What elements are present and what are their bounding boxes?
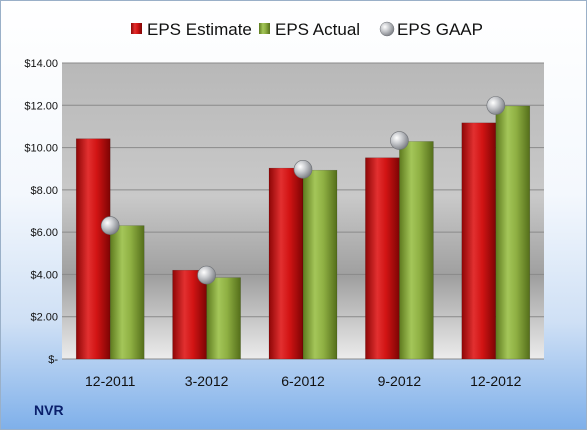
y-tick-label: $10.00: [24, 143, 58, 155]
y-tick-label: $2.00: [30, 312, 58, 324]
legend-label: EPS Actual: [275, 20, 360, 39]
eps-actual-bar: [495, 105, 531, 360]
y-tick-label: $8.00: [30, 185, 58, 197]
eps-gaap-marker: [293, 160, 313, 179]
legend-label: EPS GAAP: [397, 20, 483, 39]
y-tick-label: $14.00: [24, 58, 58, 70]
legend-label: EPS Estimate: [147, 20, 252, 39]
eps-estimate-bar: [365, 157, 400, 360]
eps-actual-bar: [399, 141, 434, 360]
x-tick-label: 3-2012: [185, 373, 229, 389]
eps-gaap-marker: [197, 265, 216, 285]
x-tick-label: 9-2012: [378, 373, 422, 389]
eps-actual-bar: [109, 225, 145, 360]
eps-estimate-bar: [461, 122, 497, 360]
x-tick-label: 12-2012: [470, 373, 522, 389]
eps-actual-bar: [302, 169, 338, 360]
eps-estimate-bar: [268, 167, 304, 360]
eps-gaap-marker: [390, 131, 409, 150]
y-tick-label: $12.00: [24, 100, 58, 112]
y-tick-label: $-: [48, 354, 58, 366]
eps-gaap-marker: [486, 96, 506, 115]
x-tick-label: 6-2012: [281, 373, 325, 389]
eps-estimate-bar: [75, 138, 111, 360]
legend-swatch: [131, 23, 142, 34]
eps-gaap-marker: [100, 216, 120, 235]
y-tick-label: $4.00: [30, 269, 58, 281]
legend-swatch: [259, 23, 270, 34]
eps-actual-bar: [206, 277, 241, 360]
ticker-label: NVR: [34, 402, 64, 418]
y-tick-label: $6.00: [30, 227, 58, 239]
eps-estimate-bar: [172, 269, 207, 360]
legend-marker: [379, 21, 395, 37]
x-tick-label: 12-2011: [85, 373, 136, 389]
